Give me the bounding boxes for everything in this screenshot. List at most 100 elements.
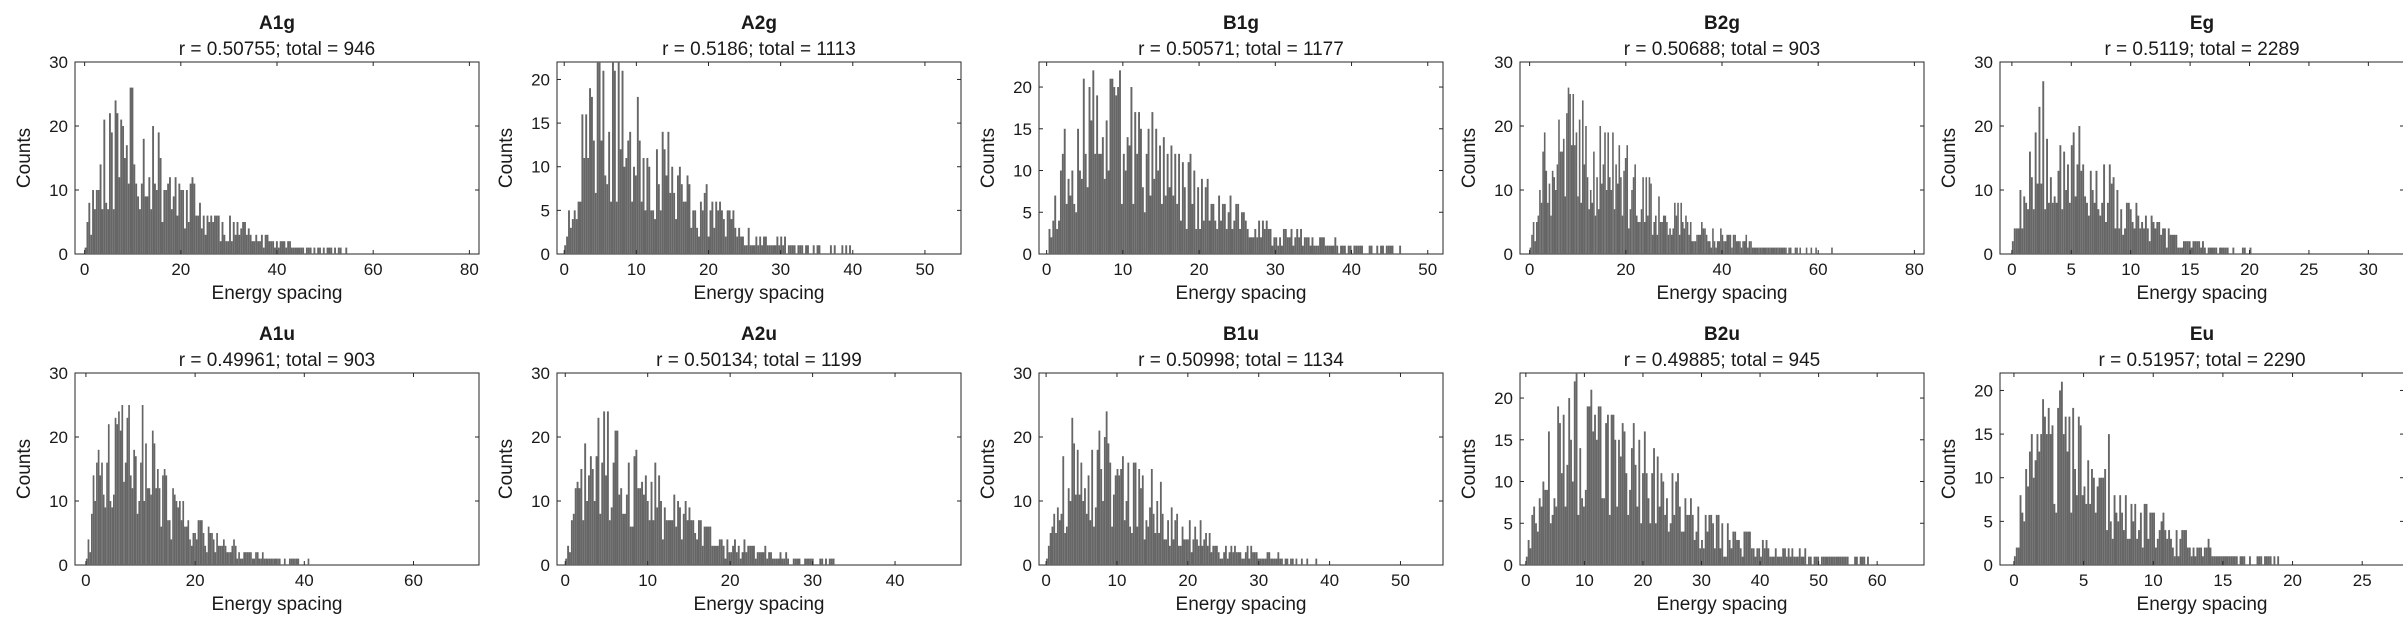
y-tick-label: 0 [59,245,68,264]
histogram-bar [1751,247,1754,254]
histogram-bar [1664,514,1667,565]
histogram-bar [1761,539,1764,565]
histogram-bar [111,507,113,565]
histogram-bar [145,443,147,565]
histogram-bar [1149,507,1151,565]
histogram-bar [829,245,832,254]
histogram-bar [1621,423,1624,565]
histogram-bar [1071,417,1074,565]
histogram-bar [273,558,276,565]
histogram-bar [1588,209,1590,254]
histogram-bar [642,494,645,565]
histogram-bar [777,558,780,565]
histogram-bar [1130,87,1133,254]
histogram-bar [1089,520,1092,565]
histogram-bar [713,227,716,254]
histogram-bar [1286,558,1289,565]
histogram-bar [1201,545,1204,565]
histogram-bar [564,245,567,254]
histogram-bar [1564,196,1567,254]
histogram-bar [1753,247,1755,254]
y-tick-label: 0 [1023,556,1032,575]
histogram-bar [2089,503,2092,565]
histogram-bar [654,219,656,254]
histogram-bar [319,247,321,254]
histogram-bar [804,558,807,565]
x-tick-label: 40 [268,260,287,279]
histogram-bar [1269,228,1272,254]
histogram-bar [1608,514,1611,565]
histogram-bar [1085,513,1088,565]
histogram-bar [1685,215,1687,254]
histogram-bar [606,184,609,254]
histogram-bar [133,164,136,254]
histogram-bar [2032,209,2035,254]
histogram-bar [187,222,190,254]
histogram-bar [737,545,740,565]
histogram-bar [2158,222,2161,254]
histogram-bar [614,430,617,565]
histogram-bar [1391,245,1394,254]
histogram-bar [757,245,760,254]
histogram-bar [1305,237,1308,254]
histogram-bar [2265,556,2268,565]
histogram-bar [1761,247,1763,254]
y-axis-label: Counts [496,128,517,188]
histogram-bar [106,462,108,565]
histogram-bar [2168,530,2171,565]
x-axis-label: Energy spacing [694,594,825,615]
histogram-bar [1671,473,1674,565]
histogram-bar [1145,520,1148,565]
histogram-bar [2120,209,2123,254]
histogram-bar [2091,190,2094,254]
histogram-bar [1610,414,1613,565]
histogram-bar [2079,425,2082,565]
histogram-bar [1830,556,1833,565]
histogram-bar [1183,539,1186,565]
panel-subtitle: r = 0.51957; total = 2290 [2098,350,2305,371]
histogram-bar [154,183,156,254]
histogram-bar [1096,449,1099,565]
histogram-bar [1538,498,1541,565]
histogram-bar [1084,488,1086,565]
histogram-bar [1092,70,1095,254]
histogram-bar [1047,545,1050,565]
histogram-bar [1334,237,1337,254]
histogram-bar [253,558,256,565]
histogram-bar [745,552,748,565]
histogram-bar [1599,406,1602,565]
histogram-bar [160,526,163,565]
histogram-bar [157,132,160,254]
histogram-bar [1311,237,1314,254]
histogram-bar [2258,556,2261,565]
histogram-bar [613,70,616,254]
histogram-bar [1654,523,1657,565]
histogram-bar [1656,456,1659,565]
histogram-bar [1332,245,1335,254]
histogram-bar [604,175,607,254]
histogram-bar [184,228,186,254]
histogram-bar [594,192,597,254]
histogram-bar [2100,477,2103,565]
histogram-bar [1737,539,1740,565]
histogram-bar [1158,533,1160,565]
histogram-bar [1731,247,1733,254]
histogram-bar [2183,530,2186,565]
histogram-bar [219,241,222,254]
histogram-bar [1197,545,1200,565]
histogram-bar [1765,539,1768,565]
histogram-bar [1120,203,1123,254]
histogram-bar [1721,523,1724,565]
histogram-bar [1087,475,1090,565]
histogram-bar [612,462,615,565]
histogram-bar [2051,202,2054,254]
histogram-bar [1193,170,1196,254]
histogram-bar [2160,234,2163,254]
histogram-bar [650,210,653,254]
histogram-bar [2072,407,2075,565]
panel-title: A2g [741,13,777,34]
histogram-bar [2015,547,2018,565]
histogram-bar [1324,245,1327,254]
